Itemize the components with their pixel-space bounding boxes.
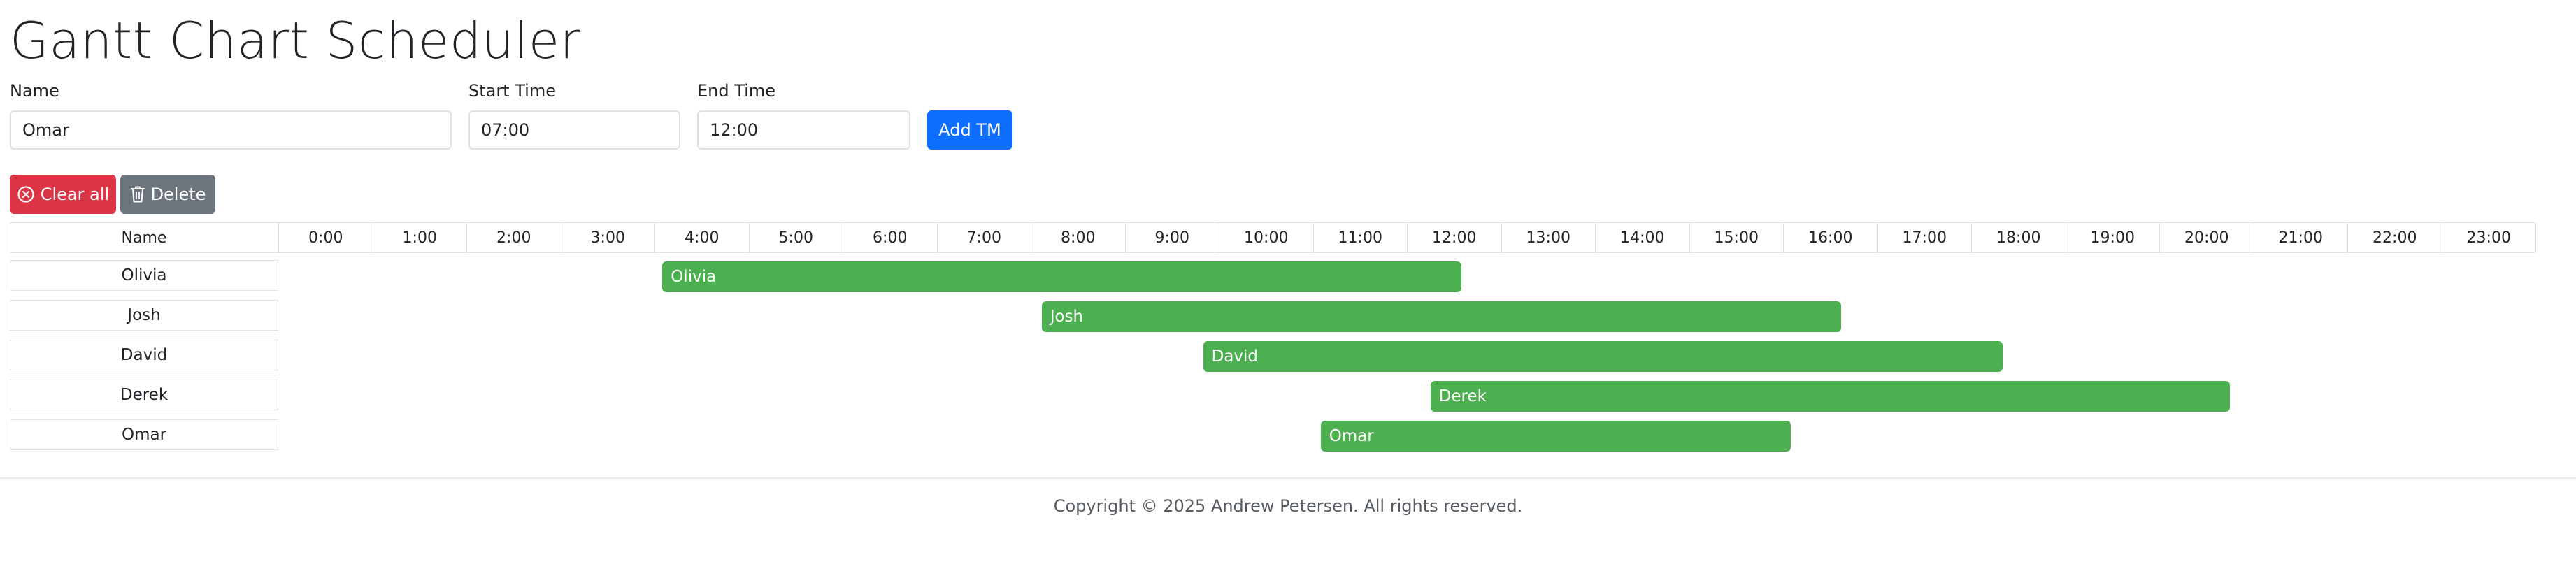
- row-name-omar: Omar: [10, 419, 278, 450]
- hour-header-23: 23:00: [2441, 222, 2536, 253]
- name-input[interactable]: [10, 110, 452, 150]
- footer-divider: [0, 477, 2576, 479]
- hour-header-1: 1:00: [372, 222, 467, 253]
- hour-header-19: 19:00: [2065, 222, 2160, 253]
- end-time-input[interactable]: [697, 110, 910, 150]
- hour-header-9: 9:00: [1124, 222, 1219, 253]
- trash-icon: [130, 185, 145, 203]
- row-name-derek: Derek: [10, 380, 278, 410]
- hour-header-12: 12:00: [1407, 222, 1502, 253]
- x-circle-icon: [17, 185, 35, 203]
- delete-button[interactable]: Delete: [120, 175, 215, 214]
- gantt-bar-label: Omar: [1329, 427, 1374, 445]
- hour-header-17: 17:00: [1877, 222, 1972, 253]
- hour-header-15: 15:00: [1689, 222, 1784, 253]
- gantt-bar-olivia[interactable]: Olivia: [662, 261, 1462, 292]
- hour-header-10: 10:00: [1219, 222, 1314, 253]
- page-title: Gantt Chart Scheduler: [10, 11, 581, 70]
- add-tm-label: Add TM: [938, 120, 1001, 140]
- row-name-josh: Josh: [10, 300, 278, 331]
- gantt-bar-label: Olivia: [671, 268, 717, 286]
- gantt-bar-derek[interactable]: Derek: [1430, 381, 2230, 412]
- end-time-label: End Time: [697, 81, 775, 101]
- gantt-bar-label: Josh: [1050, 308, 1084, 326]
- hour-header-5: 5:00: [748, 222, 843, 253]
- hour-header-11: 11:00: [1312, 222, 1408, 253]
- gantt-bar-omar[interactable]: Omar: [1320, 421, 1791, 452]
- hour-header-8: 8:00: [1031, 222, 1126, 253]
- row-name-olivia: Olivia: [10, 260, 278, 291]
- gantt-bar-david[interactable]: David: [1203, 341, 2003, 372]
- hour-header-20: 20:00: [2159, 222, 2254, 253]
- gantt-bar-label: Derek: [1438, 387, 1487, 405]
- row-name-david: David: [10, 340, 278, 370]
- hour-header-7: 7:00: [936, 222, 1031, 253]
- hour-header-0: 0:00: [278, 222, 373, 253]
- gantt-bar-label: David: [1211, 347, 1258, 366]
- hour-header-22: 22:00: [2347, 222, 2442, 253]
- gantt-bar-josh[interactable]: Josh: [1041, 301, 1841, 332]
- clear-all-button[interactable]: Clear all: [10, 175, 116, 214]
- hour-header-18: 18:00: [1971, 222, 2066, 253]
- name-label: Name: [10, 81, 59, 101]
- hour-header-16: 16:00: [1783, 222, 1878, 253]
- hour-header-21: 21:00: [2253, 222, 2348, 253]
- hour-header-13: 13:00: [1501, 222, 1596, 253]
- hour-header-14: 14:00: [1595, 222, 1690, 253]
- start-time-label: Start Time: [468, 81, 556, 101]
- delete-label: Delete: [150, 185, 206, 204]
- start-time-input[interactable]: [468, 110, 680, 150]
- add-tm-button[interactable]: Add TM: [927, 110, 1012, 150]
- hour-header-2: 2:00: [466, 222, 561, 253]
- hour-header-4: 4:00: [654, 222, 750, 253]
- clear-all-label: Clear all: [40, 185, 110, 204]
- footer-copyright: Copyright © 2025 Andrew Petersen. All ri…: [1053, 496, 1523, 516]
- name-column-header: Name: [10, 222, 278, 253]
- hour-header-6: 6:00: [843, 222, 938, 253]
- hour-header-3: 3:00: [560, 222, 655, 253]
